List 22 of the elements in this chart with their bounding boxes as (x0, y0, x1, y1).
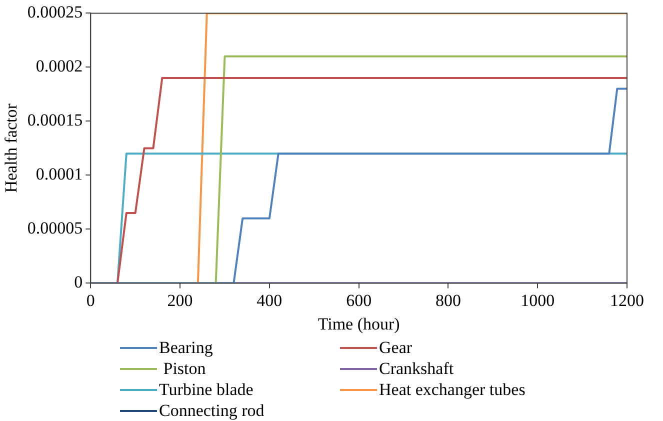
legend-label: Connecting rod (159, 400, 264, 421)
x-axis-title: Time (hour) (318, 314, 400, 334)
x-tick-label: 1000 (520, 290, 555, 310)
legend-label: Crankshaft (379, 358, 454, 379)
y-tick-label: 0 (74, 272, 83, 292)
y-tick-label: 0.00025 (27, 2, 83, 22)
x-tick-label: 1200 (610, 290, 644, 310)
x-tick-label: 400 (256, 290, 282, 310)
legend-label: Turbine blade (159, 379, 254, 400)
legend-label: Bearing (159, 337, 213, 358)
y-tick-label: 0.0001 (36, 164, 83, 184)
legend-label: Gear (379, 337, 412, 358)
legend-label: Heat exchanger tubes (379, 379, 526, 400)
y-tick-label: 0.00015 (27, 110, 83, 130)
x-tick-label: 600 (346, 290, 372, 310)
x-tick-label: 0 (86, 290, 95, 310)
x-tick-label: 800 (435, 290, 461, 310)
y-tick-label: 0.00005 (27, 218, 83, 238)
y-axis-title: Health factor (2, 103, 21, 193)
x-tick-label: 200 (167, 290, 193, 310)
legend-label: Piston (162, 358, 206, 379)
y-tick-label: 0.0002 (36, 56, 83, 76)
